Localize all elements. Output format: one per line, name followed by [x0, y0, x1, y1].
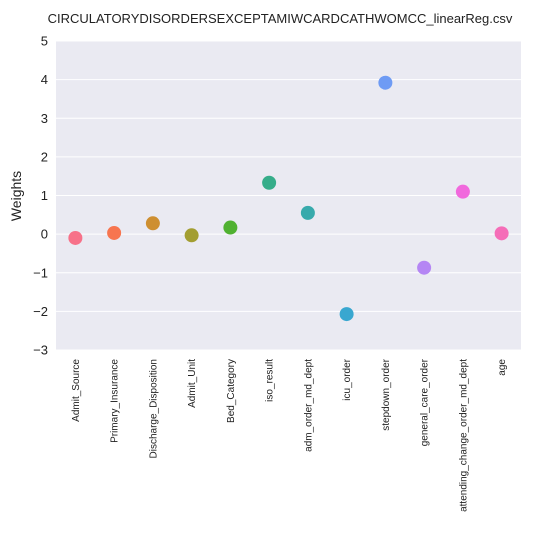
y-tick-label: 5 [41, 34, 48, 49]
y-tick-label: −2 [33, 304, 48, 319]
chart-title: CIRCULATORYDISORDERSEXCEPTAMIWCARDCATHWO… [48, 11, 513, 26]
x-tick-label: Primary_Insurance [110, 359, 121, 443]
data-points [68, 75, 509, 322]
data-point [339, 307, 354, 322]
x-tick-label: iso_result [265, 359, 276, 402]
x-tick-label: attending_change_order_md_dept [458, 359, 469, 512]
x-tick-label: icu_order [342, 358, 353, 400]
data-point [184, 228, 199, 243]
data-point [417, 260, 432, 275]
data-point [378, 75, 393, 90]
y-axis-label: Weights [8, 171, 24, 221]
y-tick-label: −3 [33, 343, 48, 358]
x-tick-label: Admit_Unit [187, 359, 198, 408]
y-tick-label: 3 [41, 111, 48, 126]
y-tick-label: −1 [33, 265, 48, 280]
y-tick-label: 1 [41, 188, 48, 203]
data-point [300, 205, 315, 220]
x-tick-label: Admit_Source [71, 359, 82, 422]
data-point [145, 216, 160, 231]
data-point [223, 220, 238, 235]
y-tick-label: 0 [41, 227, 48, 242]
data-point [68, 230, 83, 245]
x-tick-label: general_care_order [420, 358, 431, 446]
data-point [455, 184, 470, 199]
y-tick-label: 2 [41, 149, 48, 164]
grid-lines [56, 40, 521, 351]
data-point [262, 175, 277, 190]
x-tick-label: age [497, 359, 508, 376]
y-tick-labels: −3 −2 −1 0 1 2 3 4 5 [33, 34, 48, 358]
data-point [107, 225, 122, 240]
y-tick-label: 4 [41, 72, 48, 87]
x-tick-label: Bed_Category [226, 359, 237, 423]
x-tick-label: adm_order_md_dept [303, 359, 314, 452]
data-point [494, 226, 509, 241]
x-tick-labels: Admit_Source Primary_Insurance Discharge_D… [71, 358, 508, 512]
x-tick-label: Discharge_Disposition [148, 359, 159, 459]
x-tick-label: stepdown_order [381, 358, 392, 430]
